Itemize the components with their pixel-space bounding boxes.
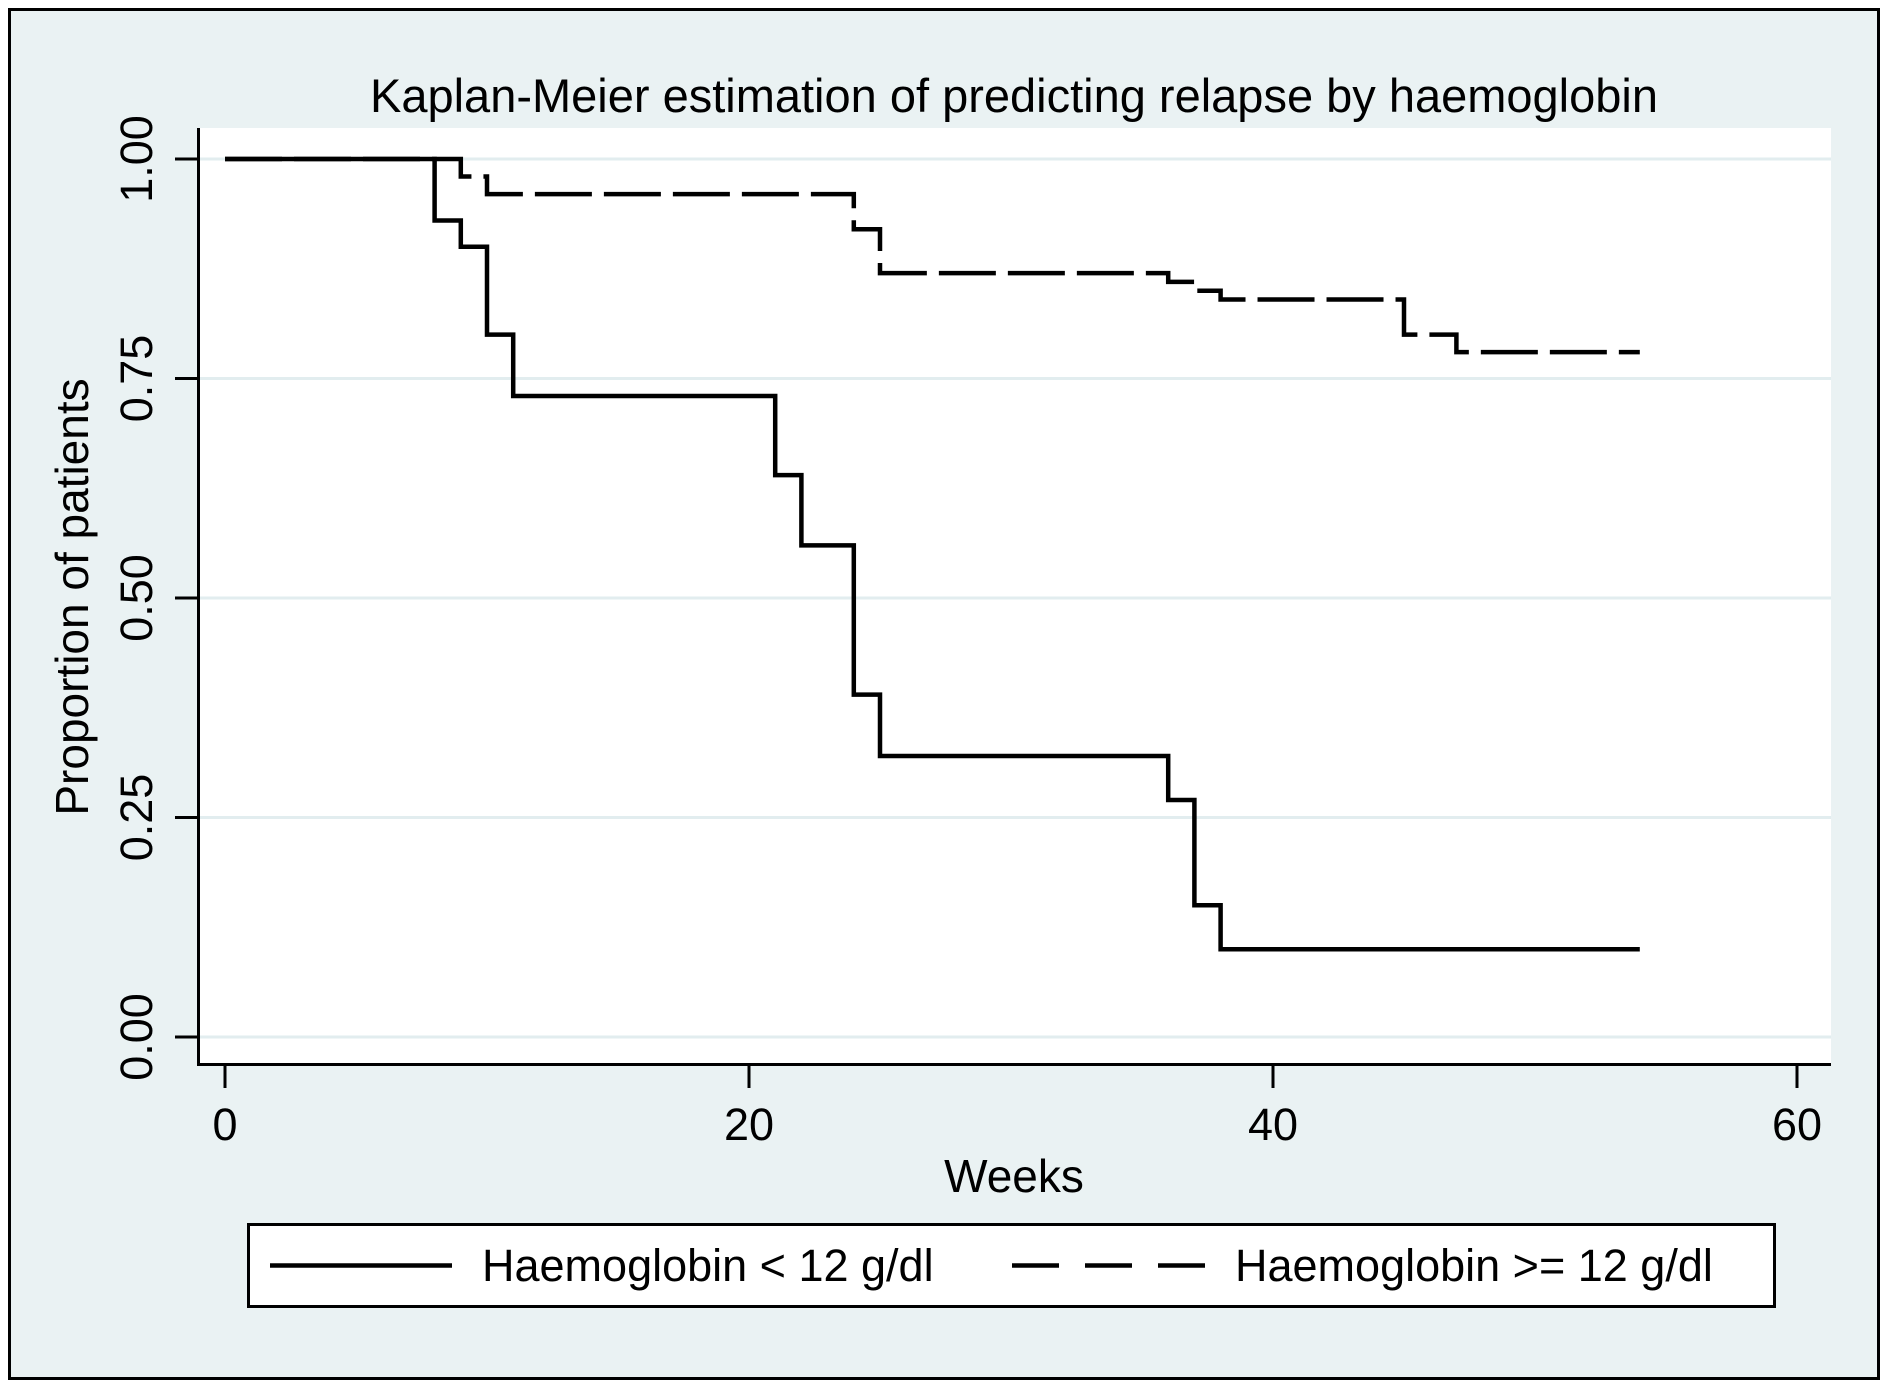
survival-curves [225, 156, 1640, 952]
y-axis-title: Proportion of patients [46, 378, 98, 815]
km-curve-hb-gte-12 [225, 156, 1640, 355]
y-tick-label-0.75: 0.75 [111, 335, 162, 423]
y-tick-label-0.00: 0.00 [111, 993, 162, 1081]
y-tick-label-1.00: 1.00 [111, 115, 162, 203]
x-axis-title: Weeks [944, 1150, 1084, 1202]
legend-label-solid: Haemoglobin < 12 g/dl [482, 1240, 934, 1291]
legend-label-dashed: Haemoglobin >= 12 g/dl [1235, 1240, 1713, 1291]
x-tick-label-0: 0 [212, 1099, 237, 1150]
x-tick-label-40: 40 [1248, 1099, 1298, 1150]
x-tick-label-20: 20 [724, 1099, 774, 1150]
km-curve-hb-lt-12 [225, 156, 1640, 952]
axis-tick-labels: 0.00 0.25 0.50 0.75 1.00 0 20 40 60 [111, 115, 1822, 1150]
x-tick-label-60: 60 [1772, 1099, 1822, 1150]
legend: Haemoglobin < 12 g/dl Haemoglobin >= 12 … [247, 1223, 1776, 1308]
y-tick-label-0.25: 0.25 [111, 774, 162, 862]
axis-ticks [175, 157, 1799, 1088]
chart-title: Kaplan-Meier estimation of predicting re… [370, 69, 1658, 122]
legend-box [247, 1223, 1776, 1308]
y-tick-label-0.50: 0.50 [111, 554, 162, 642]
gridlines [197, 157, 1831, 1039]
